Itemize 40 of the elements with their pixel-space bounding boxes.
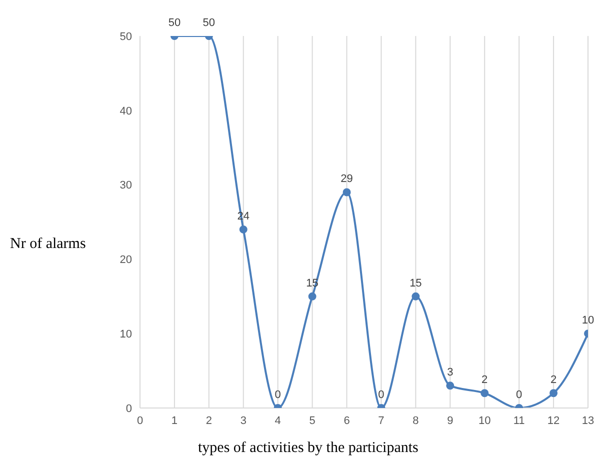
y-tick-label: 50 xyxy=(120,30,132,43)
x-tick-label: 0 xyxy=(136,414,144,427)
x-tick-label: 11 xyxy=(513,414,525,427)
x-tick-label: 9 xyxy=(447,414,454,427)
y-tick-label: 20 xyxy=(120,254,132,266)
x-tick-label: 3 xyxy=(240,414,246,427)
x-tick-label: 13 xyxy=(582,414,594,427)
y-axis-title: Nr of alarms xyxy=(10,236,86,253)
x-tick-label: 1 xyxy=(171,414,178,427)
y-tick-label: 10 xyxy=(120,328,132,341)
x-tick-label: 4 xyxy=(274,414,281,427)
x-tick-label: 6 xyxy=(344,414,350,427)
point xyxy=(239,225,248,234)
x-tick-label: 12 xyxy=(547,414,560,427)
x-tick-label: 5 xyxy=(309,414,316,427)
data-label: 15 xyxy=(410,277,422,290)
data-label: 3 xyxy=(447,366,454,379)
data-label: 50 xyxy=(168,17,181,29)
y-tick-label: 30 xyxy=(120,180,132,192)
x-tick-label: 8 xyxy=(412,414,419,427)
point xyxy=(308,292,316,300)
point xyxy=(446,382,454,390)
x-tick-label: 7 xyxy=(378,414,384,427)
y-tick-label: 0 xyxy=(126,402,132,415)
data-label: 0 xyxy=(274,389,281,401)
data-label: 0 xyxy=(378,389,384,401)
y-tick-label: 40 xyxy=(120,105,132,118)
data-label: 0 xyxy=(516,389,522,401)
data-label: 2 xyxy=(482,374,488,386)
point xyxy=(342,188,351,196)
data-label: 50 xyxy=(202,17,216,29)
point xyxy=(550,389,558,398)
point xyxy=(412,292,420,300)
data-label: 29 xyxy=(340,173,353,186)
data-label: 10 xyxy=(582,314,594,327)
x-tick-label: 10 xyxy=(478,414,491,427)
point xyxy=(480,389,489,398)
x-tick-label: 2 xyxy=(206,414,212,427)
x-axis-title: types of activities by the participants xyxy=(198,440,418,457)
data-label: 2 xyxy=(550,374,557,386)
